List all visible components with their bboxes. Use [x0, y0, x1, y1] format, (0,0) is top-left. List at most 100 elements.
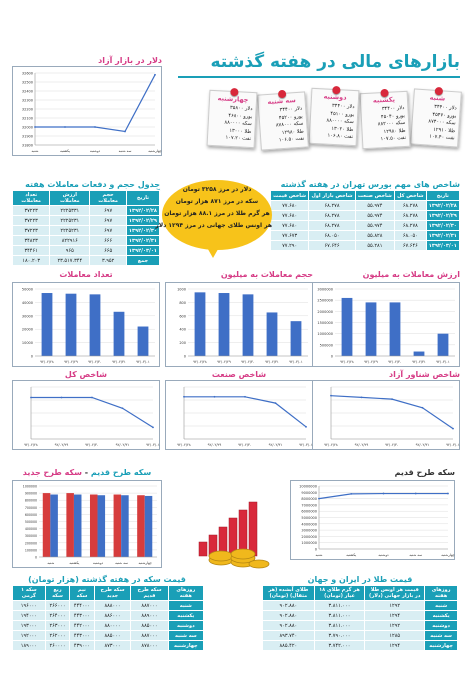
series-line [330, 395, 454, 430]
table-header-cell: حجم معاملات [89, 190, 127, 206]
table-header-cell: شاخص کل [394, 190, 427, 201]
table-cell: سه شنبه [167, 630, 205, 641]
table-cell: ۸۸۵.۴۲۰ [262, 640, 315, 651]
table-cell: ۲۲۲۵۳۳۱ [49, 205, 91, 216]
table-cell: ۲۶۳۰۰۰ [44, 620, 71, 631]
data-point [183, 395, 185, 398]
table-cell: ۶۸.۲۷۸ [308, 220, 356, 231]
table-header-cell: نیم سکه [69, 585, 95, 601]
table-cell: ۸۷۳۰۰۰ [93, 640, 132, 651]
table-cell: ۱۲۹۲ [364, 600, 426, 611]
table-header-cell: شاخص بازار اول [308, 190, 356, 201]
y-tick-label: 30000 [22, 314, 33, 318]
bar [437, 333, 449, 356]
table-cell: ۱۹۶۰۰۰ [12, 600, 46, 611]
x-tick-label: ۹۲/۰۲/۳۰ [238, 443, 252, 447]
table-row: ۱۳۹۲/۰۲/۳۰ ۶۸.۲۷۸ ۵۵.۹۷۴ ۶۸.۲۷۸ ۷۷.۶۸۰ [269, 220, 461, 231]
table-cell: ۲۲۲۵۲۳۱ [49, 215, 91, 226]
table-row: سه شنبه ۱۲۸۵ ۳.۷۹۰.۰۰۰ ۸۹۳.۷۴۰ [262, 630, 458, 641]
table-cell: ۱۸۰.۲۰۳ [11, 255, 51, 266]
table-header-cell: تاریخ [425, 190, 461, 201]
table-cell: شنبه [167, 600, 205, 611]
x-tick-label: شنبه [316, 553, 323, 557]
table-cell: ۲۶۰۰۰۰ [44, 640, 71, 651]
table-cell: ۴۴۳۰۰۰ [69, 610, 95, 621]
x-tick-label: ۹۲/۰۳/۰۱ [446, 443, 460, 447]
table-cell: ۱۳۹۲/۰۲/۲۸ [125, 205, 161, 216]
y-tick-label: 300000 [25, 534, 37, 538]
bar [194, 292, 206, 356]
table-cell: ۳۷۲۲۳ [11, 215, 51, 226]
x-tick-label: سه شنبه [115, 561, 128, 565]
line-chart-title: شاخص کل [64, 370, 108, 379]
x-tick-label: چهارشنبه [441, 553, 454, 557]
table-header-cell: سکه ۱ گرمی [12, 585, 46, 601]
y-tick-label: 32400 [22, 90, 33, 94]
table-cell: ۸۸۰۰۰۰ [93, 620, 132, 631]
table-cell: ۶۸.۲۷۸ [308, 210, 356, 221]
table-row: یکشنبه ۱۲۹۴ ۳.۸۱۱.۰۰۰ ۹۰۲.۸۸۰ [262, 610, 458, 621]
table-cell: ۱۳۹۲/۰۲/۳۱ [125, 235, 161, 246]
x-tick-label: یکشنبه [69, 561, 79, 565]
table-row: شنبه ۸۸۷۰۰۰ ۸۸۸۰۰۰ ۴۴۴۰۰۰ ۲۶۶۰۰۰ ۱۹۶۰۰۰ [12, 600, 205, 611]
y-tick-label: 32300 [22, 99, 33, 103]
data-point [34, 126, 36, 128]
bar [66, 493, 74, 557]
bar-chart: 0 10000 20000 30000 40000 50000 ۹۲/۰۲/۲۸ ۹۲/۰۲/… [12, 282, 160, 367]
y-tick-label: 200000 [25, 541, 37, 545]
table-row: سه شنبه ۸۸۷۰۰۰ ۸۸۵۰۰۰ ۴۴۳۰۰۰ ۲۶۲۰۰۰ ۱۹۲۰۰۰ [12, 630, 205, 641]
y-tick-label: 100000 [25, 548, 37, 552]
y-tick-label: 400000 [25, 527, 37, 531]
data-point [30, 396, 32, 399]
summary-bubble: دلار در مرز ۳۲۵۸ تومان سکه در مرز ۸۷۱ هز… [155, 180, 272, 250]
x-tick-label: ۹۲/۰۲/۳۰ [241, 360, 255, 364]
table-header-row: روزهای هفته سکه طرح قدیم سکه طرح جدید نیم س… [12, 585, 205, 601]
x-tick-label: ۹۲/۰۲/۲۸ [324, 443, 338, 447]
table-cell: ۱۲۹۴ [364, 640, 426, 651]
y-tick-label: 32600 [22, 72, 33, 76]
table-row: چهارشنبه ۱۲۹۴ ۳.۷۴۲.۰۰۰ ۸۸۵.۴۲۰ [262, 640, 458, 651]
y-tick-label: 32100 [22, 117, 33, 121]
table-cell: ۱۲۹۲ [364, 620, 426, 631]
bar [413, 351, 425, 356]
table-cell: ۱۲۹۴ [364, 610, 426, 621]
table-cell: ۸۸۷۰۰۰ [130, 630, 169, 641]
bar [266, 312, 278, 356]
series-line [35, 74, 156, 133]
data-point [330, 394, 332, 397]
x-tick-label: ۹۲/۰۲/۳۱ [265, 360, 279, 364]
table-cell: ۱۹۴۰۰۰ [12, 610, 46, 621]
table-cell: ۶۸.۲۷۸ [394, 200, 427, 211]
table-row: یکشنبه ۸۸۹۰۰۰ ۸۸۶۰۰۰ ۴۴۳۰۰۰ ۲۶۴۰۰۰ ۱۹۴۰۰۰ [12, 610, 205, 621]
y-tick-label: 3000000 [301, 529, 317, 533]
y-tick-label: 9000000 [301, 491, 317, 495]
table-cell: یکشنبه [167, 610, 205, 621]
x-tick-label: ۹۲/۰۲/۳۰ [385, 443, 399, 447]
table-header-cell: تاریخ [125, 190, 161, 206]
table-cell: ۱۳۹۲/۰۳/۰۱ [425, 240, 461, 251]
y-tick-label: 1500000 [317, 321, 333, 325]
y-tick-label: 1000 [177, 288, 186, 292]
table-cell: ۹۰۲.۸۸۰ [262, 620, 315, 631]
bubble-line: هر گرم طلا در مرز ۸۸.۱ هزار تومان [164, 210, 270, 217]
table-cell: سه شنبه [424, 630, 458, 641]
table-row: چهارشنبه ۸۷۸۰۰۰ ۸۷۳۰۰۰ ۴۳۹۰۰۰ ۲۶۰۰۰۰ ۱۸۹۰۰۰ [12, 640, 205, 651]
table-row: ۱۳۹۲/۰۲/۲۸ ۶۸.۲۷۸ ۵۵.۹۷۴ ۶۸.۲۷۸ ۷۷.۶۸۰ [269, 200, 461, 211]
coin-compare-chart: 0 100000 200000 300000 400000 500000 600000 700… [12, 480, 162, 568]
table-cell: دوشنبه [424, 620, 458, 631]
table-row: جمع ۳.۹۵۲ ۲۳.۵۱۷.۳۴۴ ۱۸۰.۲۰۳ [11, 255, 161, 266]
x-tick-label: ۹۲/۰۲/۳۰ [388, 360, 402, 364]
coin-old-chart-title: سکه طرح قدیم [394, 468, 455, 477]
table-cell: ۵۵.۲۸۱ [354, 240, 396, 251]
bar-chart: 0 200 400 600 800 1000 ۹۲/۰۲/۲۸ ۹۲/۰۲/۲۹ ۹۲/۰۲/۳… [165, 282, 313, 367]
table-row: ۱۳۹۲/۰۳/۰۱ ۶۶۵ ۹۶۵ ۳۴۴۶۱ [11, 245, 161, 256]
trades-table: تاریخ حجم معاملات ارزش معاملات تعداد معاملا… [11, 190, 161, 266]
table-header-row: تاریخ شاخص کل شاخص صنعت شاخص بازار اول شاخص … [269, 190, 461, 201]
table-cell: ۲۶۴۰۰۰ [44, 610, 71, 621]
y-tick-label: 700000 [25, 506, 37, 510]
y-tick-label: 20000 [22, 328, 33, 332]
line-chart-title: شاخص صنعت [211, 370, 267, 379]
table-cell: ۷۷.۶۸۰ [269, 210, 310, 221]
tehran-table-title: شاخص های مهم بورس تهران در هفته گذشته [280, 180, 460, 189]
table-cell: ۸۸۸۰۰۰ [93, 600, 132, 611]
